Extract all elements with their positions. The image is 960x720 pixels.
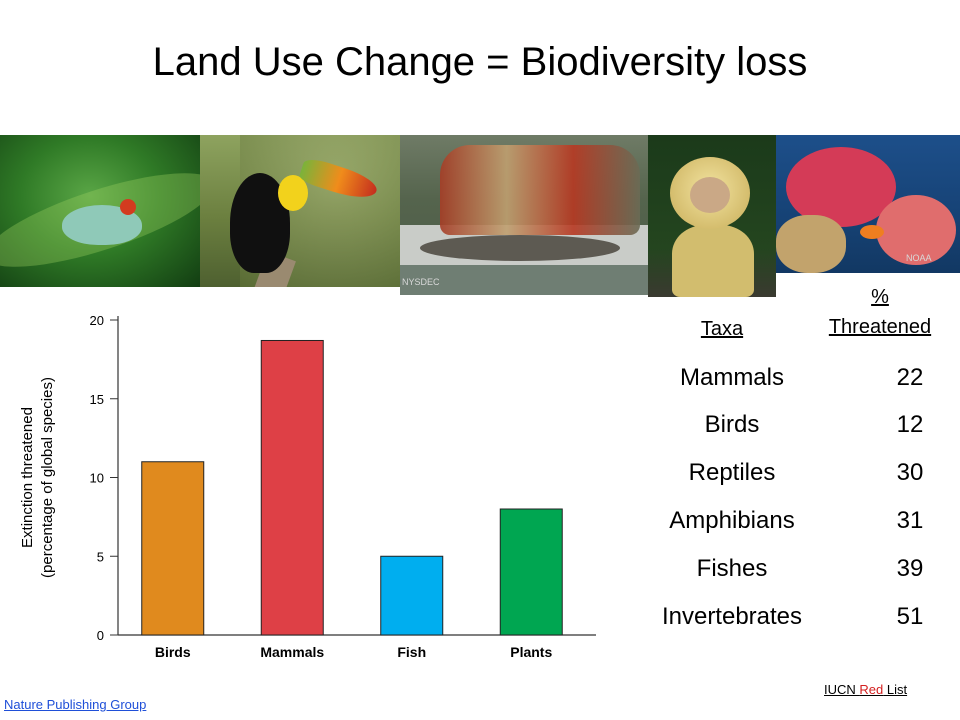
taxon-percent: 22 bbox=[896, 364, 924, 391]
tree-frog-photo bbox=[0, 135, 200, 287]
taxon-name: Reptiles bbox=[688, 459, 776, 486]
bar-plants bbox=[499, 508, 563, 636]
source-list-text: List bbox=[883, 682, 908, 697]
table-header-pct: % Threatened bbox=[800, 282, 960, 342]
x-tick-label: Fish bbox=[397, 644, 426, 660]
taxon-name: Amphibians bbox=[669, 507, 795, 534]
y-axis-label-line2: (percentage of global species) bbox=[39, 377, 56, 578]
taxon-percent: 39 bbox=[896, 555, 924, 582]
taxon-name: Invertebrates bbox=[661, 603, 803, 630]
table-row: Invertebrates 51 bbox=[632, 603, 952, 639]
photo-credit-noaa: NOAA bbox=[906, 253, 932, 263]
table-row: Amphibians 31 bbox=[632, 507, 952, 543]
table-header-pct-symbol: % bbox=[871, 286, 889, 308]
taxon-percent: 51 bbox=[896, 603, 924, 630]
y-axis-label-line1: Extinction threatened bbox=[19, 407, 36, 548]
taxon-percent: 12 bbox=[896, 411, 924, 438]
coral-reef-photo: NOAA bbox=[776, 135, 960, 273]
y-tick-label: 15 bbox=[90, 392, 104, 407]
table-header-taxa: Taxa bbox=[700, 318, 744, 340]
y-tick-label: 10 bbox=[90, 471, 104, 486]
x-tick-label: Mammals bbox=[260, 644, 324, 660]
taxon-name: Fishes bbox=[696, 555, 768, 582]
x-tick-label: Birds bbox=[155, 644, 191, 660]
photo-credit-nysdec: NYSDEC bbox=[402, 277, 440, 287]
y-tick-label: 5 bbox=[97, 549, 104, 564]
taxon-percent: 30 bbox=[896, 459, 924, 486]
taxon-percent: 31 bbox=[896, 507, 924, 534]
capuchin-monkey-photo bbox=[648, 135, 776, 297]
source-red-text: Red bbox=[859, 682, 884, 697]
table-header-pct-label: Threatened bbox=[828, 316, 932, 338]
taxon-name: Mammals bbox=[679, 364, 784, 391]
x-tick-label: Plants bbox=[510, 644, 552, 660]
bar-birds bbox=[141, 461, 205, 636]
table-row: Birds 12 bbox=[632, 411, 952, 447]
y-tick-label: 0 bbox=[97, 628, 104, 643]
extinction-bar-chart: Extinction threatened (percentage of glob… bbox=[19, 313, 596, 660]
source-link-iucn[interactable]: IUCN Red List bbox=[824, 682, 907, 697]
sturgeon-survey-photo: NYSDEC bbox=[400, 135, 648, 295]
table-row: Fishes 39 bbox=[632, 555, 952, 591]
bar-fish bbox=[380, 555, 444, 636]
table-row: Reptiles 30 bbox=[632, 459, 952, 495]
table-row: Mammals 22 bbox=[632, 364, 952, 400]
source-link-nature[interactable]: Nature Publishing Group bbox=[4, 697, 147, 712]
toucan-photo bbox=[200, 135, 400, 287]
source-iucn-text: IUCN bbox=[824, 682, 860, 697]
taxon-name: Birds bbox=[704, 411, 760, 438]
bar-mammals bbox=[260, 339, 324, 636]
slide-title: Land Use Change = Biodiversity loss bbox=[152, 40, 808, 84]
y-tick-label: 20 bbox=[90, 313, 104, 328]
